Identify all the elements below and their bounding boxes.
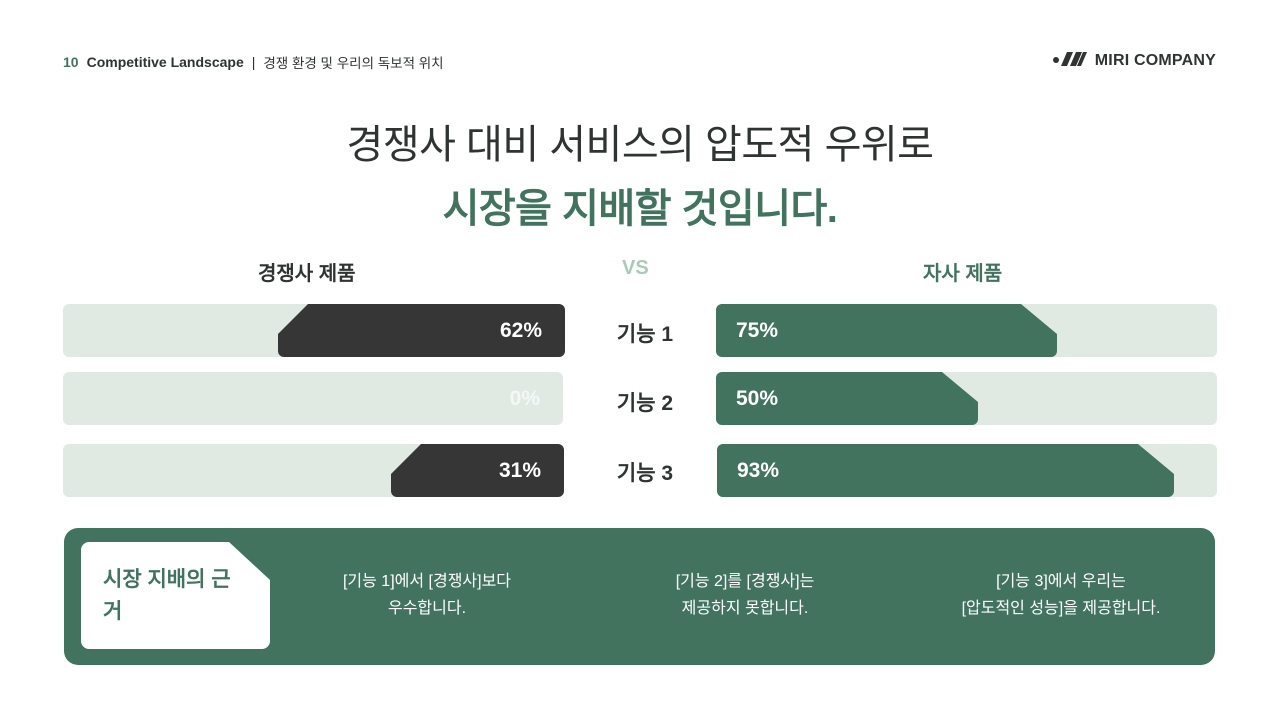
- our-bar-1: 75%: [716, 304, 1057, 357]
- our-bar-track-2: 50%: [716, 372, 1217, 425]
- reason-3: [기능 3]에서 우리는 [압도적인 성능]을 제공합니다.: [931, 568, 1191, 622]
- competitor-bar-1: 62%: [278, 304, 565, 357]
- section-title: Competitive Landscape: [86, 54, 244, 70]
- competitor-value-3: 31%: [498, 458, 541, 482]
- reason-3-line1: [기능 3]에서 우리는: [996, 573, 1126, 590]
- header-separator: |: [251, 54, 256, 70]
- vs-label: VS: [622, 257, 649, 279]
- competitor-bar-3: 31%: [391, 444, 564, 497]
- feature-label-1: 기능 1: [616, 323, 674, 346]
- feature-label-2: 기능 2: [616, 392, 674, 415]
- competitor-bar-track-1: 62%: [63, 304, 565, 357]
- reason-2-line2: 제공하지 못합니다.: [681, 600, 809, 617]
- reason-2-line1: [기능 2]를 [경쟁사]는: [675, 573, 815, 590]
- our-value-1: 75%: [736, 318, 779, 342]
- competitor-header: 경쟁사 제품: [258, 263, 356, 285]
- market-dominance-panel: 시장 지배의 근거 [기능 1]에서 [경쟁사]보다 우수합니다. [기능 2]…: [64, 528, 1215, 665]
- reason-1: [기능 1]에서 [경쟁사]보다 우수합니다.: [297, 568, 557, 622]
- page-title-line2: 시장을 지배할 것입니다.: [442, 187, 838, 231]
- section-header: 10 Competitive Landscape | 경쟁 환경 및 우리의 독…: [63, 52, 444, 72]
- reason-2: [기능 2]를 [경쟁사]는 제공하지 못합니다.: [615, 568, 875, 622]
- competitor-bar-track-3: 31%: [63, 444, 564, 497]
- section-subtitle: 경쟁 환경 및 우리의 독보적 위치: [263, 56, 444, 71]
- panel-title: 시장 지배의 근거: [103, 568, 231, 623]
- our-value-3: 93%: [737, 458, 780, 482]
- company-name: MIRI COMPANY: [1094, 51, 1216, 69]
- company-logo: MIRI COMPANY: [1052, 50, 1216, 71]
- our-value-2: 50%: [736, 386, 779, 410]
- our-bar-2: 50%: [716, 372, 978, 425]
- our-bar-track-3: 93%: [717, 444, 1217, 497]
- our-product-header: 자사 제품: [923, 263, 1003, 285]
- panel-title-card: [81, 542, 270, 649]
- page-number: 10: [63, 54, 79, 70]
- reason-3-line2: [압도적인 성능]을 제공합니다.: [961, 600, 1161, 617]
- competitor-bar-track-2: 0%: [63, 372, 563, 425]
- feature-label-3: 기능 3: [616, 462, 674, 485]
- competitor-value-2: 0%: [509, 386, 540, 410]
- reason-1-line1: [기능 1]에서 [경쟁사]보다: [342, 573, 512, 590]
- miri-logo-icon: [1052, 50, 1087, 71]
- our-bar-3: 93%: [717, 444, 1174, 497]
- reason-1-line2: 우수합니다.: [387, 600, 467, 617]
- page-title-line1: 경쟁사 대비 서비스의 압도적 우위로: [346, 123, 934, 167]
- competitor-value-1: 62%: [499, 318, 542, 342]
- our-bar-track-1: 75%: [716, 304, 1217, 357]
